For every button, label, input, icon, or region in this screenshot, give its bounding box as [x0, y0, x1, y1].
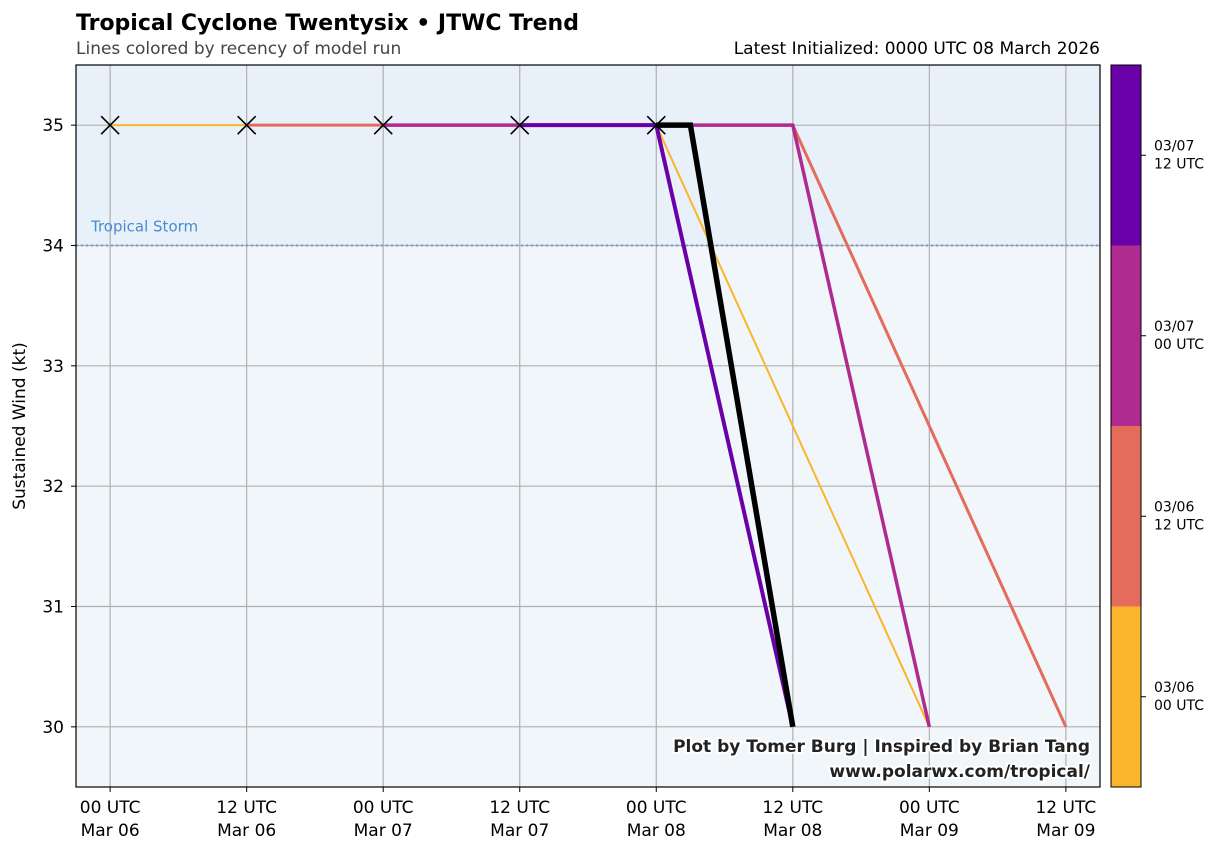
colorbar-label: 03/07: [1154, 319, 1194, 335]
colorbar-label: 00 UTC: [1154, 698, 1204, 714]
x-tick-label: Mar 07: [490, 821, 549, 841]
observed-marker: [237, 115, 257, 135]
colorbar-bin: [1111, 245, 1141, 426]
plot-area: 00 UTC Mar 06 12 UTC Mar 06 00 UTC Mar 07 12 U…: [42, 64, 1101, 841]
chart-title: Tropical Cyclone Twentysix • JTWC Trend: [76, 11, 579, 36]
y-tick-label: 33: [42, 357, 64, 377]
observed-marker: [646, 115, 666, 135]
x-tick-label: 12 UTC: [1035, 798, 1096, 818]
x-tick-label: 00 UTC: [80, 798, 141, 818]
x-tick-label: 12 UTC: [216, 798, 277, 818]
credit-author: Plot by Tomer Burg | Inspired by Brian T…: [673, 737, 1090, 757]
observed-marker: [100, 115, 120, 135]
colorbar-bin: [1111, 426, 1141, 607]
x-tick-label: Mar 09: [900, 821, 959, 841]
series-line-4: [656, 122, 796, 728]
y-tick-label: 32: [42, 477, 64, 497]
y-tick-label: 35: [42, 116, 64, 136]
y-tick-label: 31: [42, 598, 64, 618]
x-tick-label: Mar 07: [354, 821, 413, 841]
x-tick-label: 00 UTC: [899, 798, 960, 818]
tropical-storm-shade: [76, 65, 1100, 246]
y-tick-label: 30: [42, 718, 64, 738]
x-tick-label: 12 UTC: [762, 798, 823, 818]
y-tick-label: 34: [42, 237, 64, 257]
latest-initialized: Latest Initialized: 0000 UTC 08 March 20…: [734, 39, 1100, 59]
x-tick-label: 00 UTC: [353, 798, 414, 818]
colorbar-label: 03/06: [1154, 499, 1194, 515]
y-axis-label: Sustained Wind (kt): [10, 342, 30, 510]
plot-frame: [75, 64, 1101, 788]
colorbar-label: 00 UTC: [1154, 337, 1204, 353]
x-tick-label: Mar 09: [1036, 821, 1095, 841]
colorbar-label: 03/07: [1154, 138, 1194, 154]
x-tick-label: 00 UTC: [626, 798, 687, 818]
colorbar-label: 03/06: [1154, 680, 1194, 696]
credit-url: www.polarwx.com/tropical/: [829, 762, 1090, 782]
colorbar-frame: [1110, 64, 1142, 788]
colorbar-bin: [1111, 65, 1141, 246]
x-tick-label: 12 UTC: [489, 798, 550, 818]
colorbar-label: 12 UTC: [1154, 517, 1204, 533]
x-tick-label: Mar 06: [81, 821, 140, 841]
x-tick-label: Mar 08: [763, 821, 822, 841]
x-tick-label: Mar 06: [217, 821, 276, 841]
x-tick-label: Mar 08: [627, 821, 686, 841]
observed-marker: [373, 115, 393, 135]
observed-marker: [510, 115, 530, 135]
colorbar-bin: [1111, 606, 1141, 787]
colorbar: 03/06 00 UTC 03/06 12 UTC 03/07 00 UTC 03/07 12…: [1110, 64, 1204, 788]
tropical-storm-label: Tropical Storm: [90, 218, 198, 236]
chart-subtitle: Lines colored by recency of model run: [76, 39, 401, 59]
colorbar-label: 12 UTC: [1154, 156, 1204, 172]
